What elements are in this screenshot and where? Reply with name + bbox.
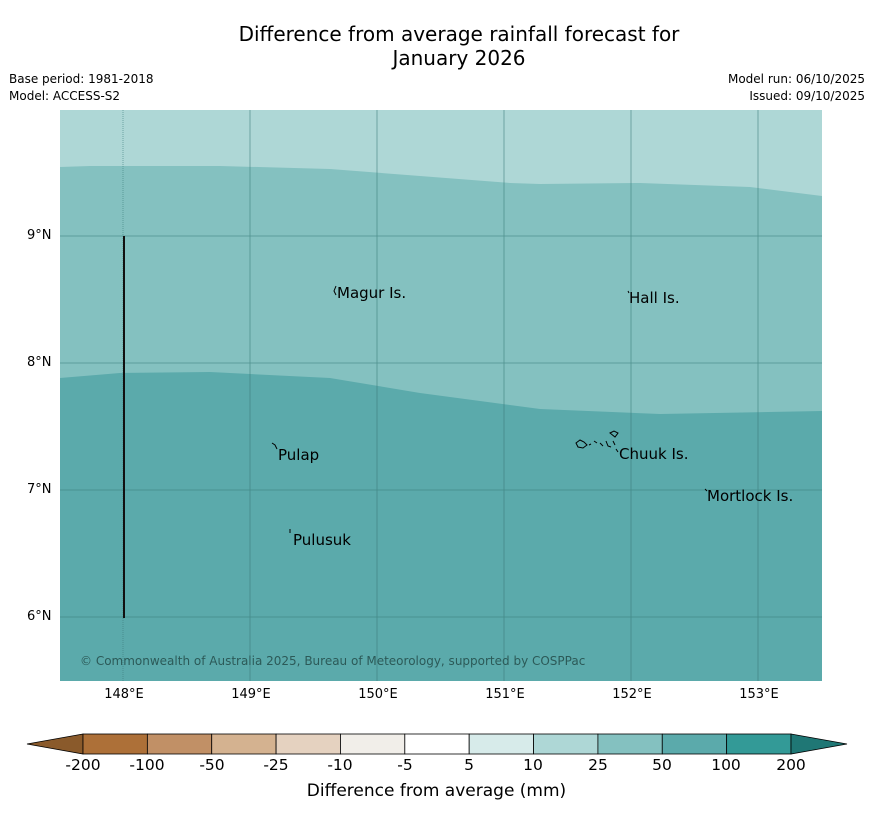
model-run: Model run: 06/10/2025 [727,72,865,86]
title-line-1: Difference from average rainfall forecas… [238,22,680,46]
colorbar-tick-5: -5 [397,756,413,774]
colorbar-cells [82,733,792,755]
colorbar-tick-0: -200 [65,756,101,774]
map-title: Difference from average rainfall forecas… [0,22,873,70]
copyright-notice: © Commonwealth of Australia 2025, Bureau… [80,654,586,668]
title-line-2: January 2026 [392,46,526,70]
colorbar-cell-9 [661,733,728,755]
colorbar-cell-10 [726,733,792,755]
colorbar-tick-8: 25 [588,756,608,774]
place-magur: Magur Is. [337,284,407,302]
colorbar [26,733,848,755]
base-period: Base period: 1981-2018 [9,72,154,86]
colorbar-extend-high [790,733,848,755]
lon-label-150e: 150°E [358,687,398,702]
lon-label-153e: 153°E [739,687,779,702]
colorbar-cell-8 [597,733,663,755]
hall-island-shape [627,290,630,294]
colorbar-tick-2: -50 [199,756,225,774]
lon-label-148e: 148°E [104,687,144,702]
colorbar-tick-6: 5 [464,756,474,774]
colorbar-cell-4 [340,733,406,755]
place-hall: Hall Is. [629,289,680,307]
colorbar-cell-3 [275,733,341,755]
lat-label-7n: 7°N [27,482,52,497]
lon-label-151e: 151°E [485,687,525,702]
colorbar-cell-0 [82,733,148,755]
gridlines [60,110,822,681]
colorbar-label: Difference from average (mm) [306,781,567,801]
colorbar-cell-7 [533,733,599,755]
magur-island-shape [333,285,337,296]
meta-left: Base period: 1981-2018 Model: ACCESS-S2 [9,71,154,105]
colorbar-cell-5 [404,733,470,755]
place-pulap: Pulap [278,446,320,464]
colorbar-tick-3: -25 [263,756,289,774]
islands [271,285,708,533]
chuuk-lagoon-shape [575,430,619,453]
lon-label-152e: 152°E [612,687,652,702]
lat-label-6n: 6°N [27,609,52,624]
colorbar-cell-1 [146,733,213,755]
colorbar-tick-1: -100 [129,756,165,774]
colorbar-cell-6 [468,733,534,755]
model-name: Model: ACCESS-S2 [9,89,121,103]
lon-label-149e: 149°E [231,687,271,702]
colorbar-tick-11: 200 [776,756,806,774]
band-bottom [60,372,822,681]
colorbar-tick-9: 50 [652,756,672,774]
pulap-island-shape [271,442,278,450]
issued-date: Issued: 09/10/2025 [749,89,865,103]
colorbar-tick-10: 100 [711,756,741,774]
lat-label-8n: 8°N [27,355,52,370]
colorbar-tick-7: 10 [523,756,543,774]
place-mortlock: Mortlock Is. [707,487,794,505]
colorbar-tick-4: -10 [327,756,353,774]
meta-right: Model run: 06/10/2025 Issued: 09/10/2025 [728,71,865,105]
mortlock-island-shape [704,488,708,492]
lat-label-9n: 9°N [27,228,52,243]
colorbar-extend-low [26,733,84,755]
colorbar-cell-2 [211,733,277,755]
place-pulusuk: Pulusuk [293,531,351,549]
place-chuuk: Chuuk Is. [619,445,689,463]
